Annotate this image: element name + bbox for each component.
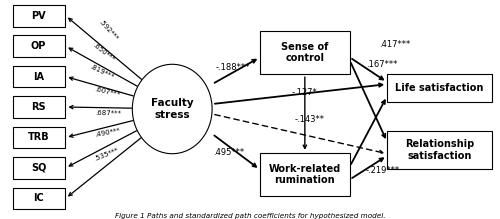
Text: Sense of
control: Sense of control [281,42,328,63]
Text: SQ: SQ [31,163,46,173]
Ellipse shape [132,64,212,154]
Bar [12,157,64,179]
Text: IA: IA [33,72,44,81]
Text: IC: IC [33,193,44,203]
Bar [12,5,64,26]
Bar [12,127,64,148]
Text: -.143**: -.143** [295,115,325,124]
Bar [12,35,64,57]
Text: Life satisfaction: Life satisfaction [396,83,484,93]
Text: .167***: .167*** [366,60,398,69]
Bar [12,66,64,87]
Text: RS: RS [32,102,46,112]
Bar [387,131,492,169]
Text: Figure 1 Paths and standardized path coefficients for hypothesized model.: Figure 1 Paths and standardized path coe… [115,213,385,219]
Text: -.127*: -.127* [292,88,318,97]
Text: .490***: .490*** [94,127,120,138]
Text: .650***: .650*** [92,42,116,63]
Text: .535***: .535*** [94,147,120,162]
Text: .819***: .819*** [88,64,115,81]
Bar [260,30,350,74]
Text: PV: PV [32,11,46,21]
Text: .687***: .687*** [96,110,122,116]
Text: Faculty
stress: Faculty stress [151,98,194,120]
Text: .495***: .495*** [214,148,244,157]
Bar [387,74,492,102]
Text: OP: OP [31,41,46,51]
Bar [260,153,350,196]
Text: TRB: TRB [28,132,50,143]
Text: .592***: .592*** [98,19,119,42]
Bar [12,96,64,118]
Text: -.188***: -.188*** [216,63,250,72]
Text: Relationship
satisfaction: Relationship satisfaction [405,139,474,161]
Text: -.219***: -.219*** [366,166,400,175]
Text: .417***: .417*** [379,40,410,49]
Text: Work-related
rumination: Work-related rumination [268,164,341,185]
Text: .607***: .607*** [94,86,120,98]
Bar [12,187,64,209]
